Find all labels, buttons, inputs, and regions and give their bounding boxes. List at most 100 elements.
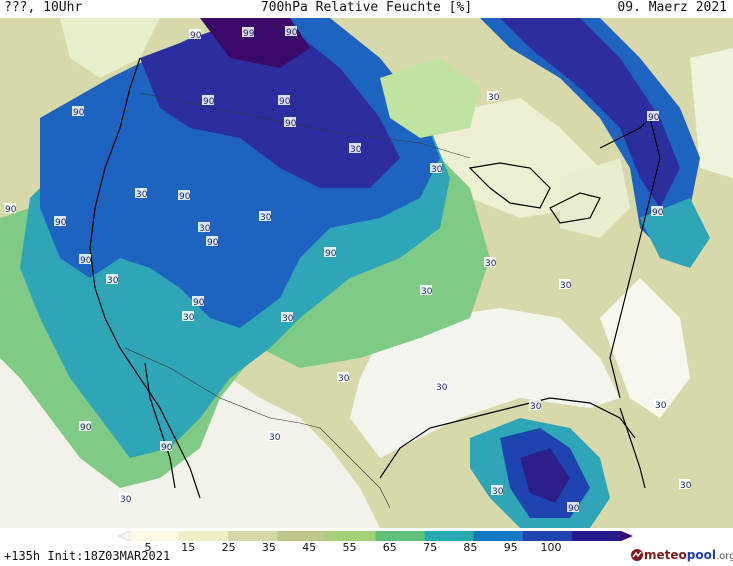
colorbar-segment xyxy=(130,531,180,541)
value-label-bg xyxy=(160,441,172,451)
humidity-value-label: 90 xyxy=(325,249,337,259)
value-label-bg xyxy=(4,203,16,213)
dry-area-gulf-coast xyxy=(350,308,620,458)
humidity-map: 90 99 90 90 90 90 30 90 30 30 90 30 90 90 30 90 30 90 90 90… xyxy=(0,18,733,528)
humidity-value-label: 90 xyxy=(161,443,173,453)
moist-area-gulf-darkest xyxy=(520,448,570,503)
value-label-bg xyxy=(487,91,499,101)
value-label-bg xyxy=(79,421,91,431)
colorbar-segment xyxy=(326,531,376,541)
florida-coastline xyxy=(619,407,646,489)
moist-area-east-coast xyxy=(480,18,700,248)
value-label-bg xyxy=(491,485,503,495)
colorbar-segment xyxy=(473,531,524,541)
colorbar-tick-label: 5 xyxy=(144,541,152,554)
header-date: 09. Maerz 2021 xyxy=(617,0,727,15)
value-label-bg xyxy=(178,190,190,200)
humidity-value-label: 99 xyxy=(243,29,255,39)
colorbar-segment xyxy=(228,531,278,541)
humidity-value-label: 30 xyxy=(488,93,500,103)
moist-area-east-coast-deep xyxy=(500,18,680,208)
humidity-value-label: 90 xyxy=(80,423,92,433)
humidity-value-label: 30 xyxy=(421,287,433,297)
colorbar-segment xyxy=(277,531,327,541)
run-info: +135h Init:18Z03MAR2021 xyxy=(4,549,171,563)
value-label-bg xyxy=(182,311,194,321)
moist-area-west-darkest xyxy=(200,18,310,68)
value-label-bg xyxy=(206,236,218,246)
humidity-value-label: 30 xyxy=(120,495,132,505)
value-label-bg xyxy=(259,211,271,221)
humidity-value-label: 90 xyxy=(190,31,202,41)
colorbar-tick-label: 15 xyxy=(181,541,196,554)
value-label-bg xyxy=(79,254,91,264)
logo-tld: .org xyxy=(715,551,733,562)
humidity-value-label: 30 xyxy=(492,487,504,497)
colorbar-segment xyxy=(375,531,426,541)
meteopool-logo[interactable]: meteopool.org xyxy=(630,547,733,563)
west-coastline xyxy=(89,57,201,499)
us-canada-border xyxy=(139,92,471,159)
logo-icon xyxy=(631,549,643,561)
humidity-value-label: 30 xyxy=(680,481,692,491)
humidity-value-label: 30 xyxy=(560,281,572,291)
humidity-value-label: 30 xyxy=(269,433,281,443)
colorbar-max-arrow xyxy=(621,531,633,541)
national-borders xyxy=(124,92,471,509)
humidity-value-label: 30 xyxy=(199,224,211,234)
value-label-bg xyxy=(567,502,579,512)
value-label-bg xyxy=(268,431,280,441)
value-label-bg xyxy=(285,26,297,36)
colorbar xyxy=(118,531,633,541)
colorbar-tick-label: 65 xyxy=(382,541,397,554)
humidity-value-label: 90 xyxy=(179,192,191,202)
dry-area-northeast-pale xyxy=(560,158,630,238)
value-label-bg xyxy=(135,188,147,198)
gulf-coastline xyxy=(379,397,636,479)
humidity-value-label: 30 xyxy=(431,165,443,175)
value-label-bg xyxy=(679,479,691,489)
colorbar-min-arrow xyxy=(118,531,131,541)
colorbar-segment xyxy=(424,531,475,541)
colorbar-tick-label: 45 xyxy=(302,541,317,554)
colorbar-segment xyxy=(571,531,622,541)
moist-area-west-deep xyxy=(140,28,400,188)
humidity-value-label: 30 xyxy=(485,259,497,269)
value-label-bg xyxy=(337,372,349,382)
value-label-bg xyxy=(420,285,432,295)
humidity-value-label: 90 xyxy=(5,205,17,215)
humidity-value-label: 30 xyxy=(530,402,542,412)
value-label-bg xyxy=(529,400,541,410)
dry-area-northwest-pale xyxy=(60,18,160,78)
value-label-bg xyxy=(54,216,66,226)
humidity-value-label: 30 xyxy=(183,313,195,323)
value-label-bg xyxy=(242,27,254,37)
colorbar-tick-label: 25 xyxy=(221,541,236,554)
header-time-label: ???, 10Uhr xyxy=(4,0,83,15)
value-label-bg xyxy=(559,279,571,289)
humidity-value-label: 30 xyxy=(282,314,294,324)
us-mexico-border xyxy=(124,347,391,509)
humidity-value-label: 90 xyxy=(568,504,580,514)
colorbar-segment xyxy=(522,531,573,541)
dry-area-canada-east xyxy=(380,58,480,138)
dry-area-east-pale xyxy=(690,48,733,178)
humidity-value-label: 90 xyxy=(55,218,67,228)
humidity-value-label: 90 xyxy=(193,298,205,308)
colorbar-segment xyxy=(179,531,229,541)
value-label-bg xyxy=(651,206,663,216)
colorbar-tick-label: 55 xyxy=(342,541,357,554)
colorbar-tick-label: 75 xyxy=(423,541,438,554)
header-bar: ???, 10Uhr 700hPa Relative Feuchte [%] 0… xyxy=(0,0,733,18)
value-label-bg xyxy=(278,95,290,105)
dry-area-southeast xyxy=(600,278,690,418)
map-title: 700hPa Relative Feuchte [%] xyxy=(260,0,473,15)
baja-coastline xyxy=(144,362,176,489)
humidity-value-label: 90 xyxy=(279,97,291,107)
value-label-bg xyxy=(430,163,442,173)
colorbar-tick-label: 100 xyxy=(540,541,562,554)
humidity-value-label: 30 xyxy=(107,276,119,286)
humidity-value-label: 90 xyxy=(207,238,219,248)
value-label-bg xyxy=(284,117,296,127)
logo-brand-b: pool xyxy=(686,548,716,562)
